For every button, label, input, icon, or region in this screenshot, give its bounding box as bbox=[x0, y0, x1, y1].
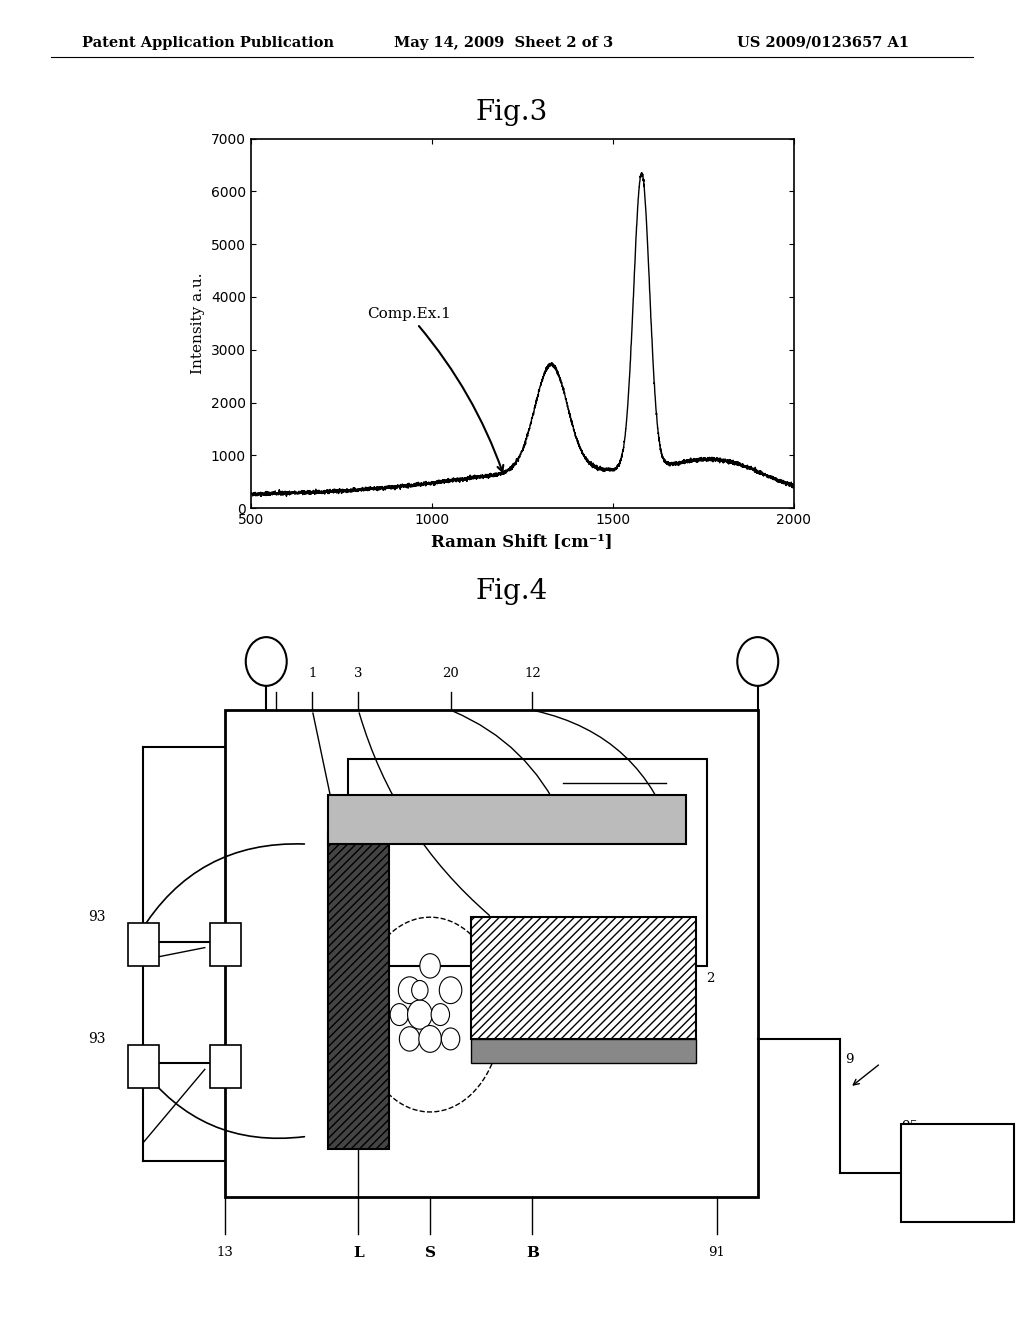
Circle shape bbox=[439, 977, 462, 1003]
Text: 93: 93 bbox=[88, 1032, 106, 1045]
Text: 12: 12 bbox=[524, 667, 541, 680]
Y-axis label: Intensity a.u.: Intensity a.u. bbox=[191, 273, 206, 374]
Circle shape bbox=[419, 1026, 441, 1052]
Circle shape bbox=[431, 1003, 450, 1026]
Bar bbox=[225, 710, 758, 1197]
Bar bbox=[901, 1125, 1014, 1221]
Bar bbox=[348, 759, 707, 966]
Circle shape bbox=[246, 638, 287, 686]
Text: 9: 9 bbox=[845, 1053, 853, 1067]
Text: 95: 95 bbox=[901, 1121, 918, 1134]
Bar bbox=[471, 1039, 696, 1064]
Text: 1: 1 bbox=[308, 667, 316, 680]
Text: 2: 2 bbox=[707, 972, 715, 985]
Text: Patent Application Publication: Patent Application Publication bbox=[82, 36, 334, 50]
Bar bbox=[328, 832, 389, 1148]
Bar bbox=[471, 917, 696, 1039]
Bar bbox=[210, 1045, 241, 1088]
Circle shape bbox=[408, 1001, 432, 1030]
X-axis label: Raman Shift [cm⁻¹]: Raman Shift [cm⁻¹] bbox=[431, 532, 613, 549]
Text: 90: 90 bbox=[946, 1164, 969, 1181]
Text: B: B bbox=[526, 1246, 539, 1259]
Circle shape bbox=[398, 977, 421, 1003]
Text: US 2009/0123657 A1: US 2009/0123657 A1 bbox=[737, 36, 909, 50]
Bar bbox=[210, 923, 241, 966]
Circle shape bbox=[737, 638, 778, 686]
Bar bbox=[128, 1045, 159, 1088]
Circle shape bbox=[420, 953, 440, 978]
Text: 93: 93 bbox=[88, 911, 106, 924]
Bar bbox=[328, 796, 686, 843]
Text: Fig.3: Fig.3 bbox=[476, 99, 548, 125]
Text: 13: 13 bbox=[268, 667, 285, 680]
Text: May 14, 2009  Sheet 2 of 3: May 14, 2009 Sheet 2 of 3 bbox=[394, 36, 613, 50]
Text: S: S bbox=[425, 1246, 435, 1259]
Circle shape bbox=[412, 981, 428, 1001]
Text: Comp.Ex.1: Comp.Ex.1 bbox=[367, 308, 503, 471]
Bar bbox=[128, 923, 159, 966]
Circle shape bbox=[441, 1028, 460, 1049]
Text: 20: 20 bbox=[442, 667, 459, 680]
Circle shape bbox=[390, 1003, 409, 1026]
Text: 13: 13 bbox=[217, 1246, 233, 1259]
Text: Fig.4: Fig.4 bbox=[476, 578, 548, 605]
Text: 3: 3 bbox=[354, 667, 362, 680]
Circle shape bbox=[399, 1027, 420, 1051]
Text: L: L bbox=[353, 1246, 364, 1259]
Text: 91: 91 bbox=[709, 1246, 725, 1259]
